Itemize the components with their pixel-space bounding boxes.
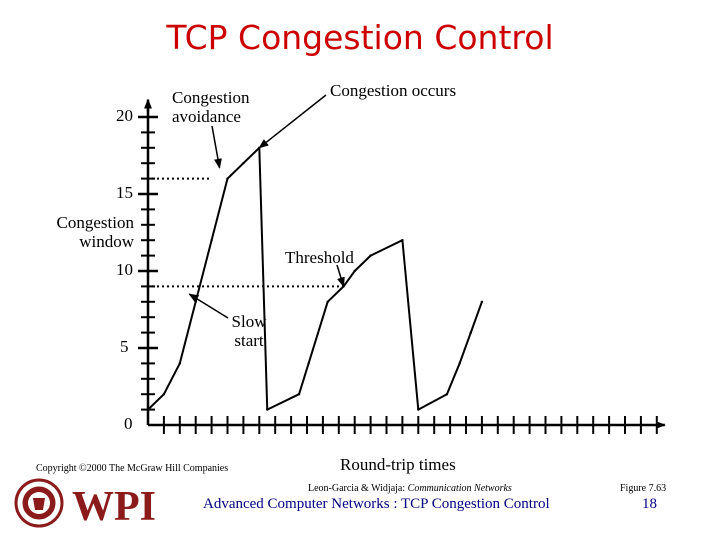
series-segment bbox=[163, 362, 181, 395]
data-point bbox=[297, 393, 301, 396]
series-segment bbox=[370, 239, 403, 257]
slide-title: TCP Congestion Control bbox=[166, 18, 554, 57]
series-segment bbox=[469, 301, 483, 333]
data-point bbox=[458, 362, 461, 365]
annotation-threshold: Threshold bbox=[285, 248, 354, 267]
annotation-congestion-occurs: Congestion occurs bbox=[330, 81, 457, 100]
y-tick-label-15: 15 bbox=[116, 183, 133, 202]
copyright-notice: Copyright ©2000 The McGraw Hill Companie… bbox=[36, 463, 229, 474]
series-segment bbox=[326, 285, 345, 303]
y-tick-label-0: 0 bbox=[124, 414, 133, 433]
series-segment bbox=[226, 162, 245, 180]
annotation-slow-start: Slow start bbox=[231, 312, 267, 350]
series-segment bbox=[258, 147, 269, 410]
annotation-arrow-0 bbox=[258, 94, 327, 149]
data-point bbox=[210, 239, 213, 242]
data-point bbox=[326, 300, 329, 303]
series-segment bbox=[147, 393, 165, 411]
series-segment bbox=[458, 332, 472, 364]
series-segment bbox=[445, 363, 461, 395]
wpi-logo: WPI bbox=[14, 478, 156, 528]
y-axis-label: Congestion window bbox=[56, 213, 134, 251]
figure-reference: Figure 7.63 bbox=[620, 483, 667, 494]
series-segment bbox=[307, 301, 329, 364]
annotation-arrow-1 bbox=[211, 125, 222, 169]
series-segment bbox=[342, 270, 356, 287]
series-segment bbox=[242, 147, 260, 164]
series-segment bbox=[210, 178, 229, 241]
data-point bbox=[480, 300, 484, 303]
y-tick-label-20: 20 bbox=[116, 106, 133, 125]
data-point bbox=[194, 300, 197, 303]
annotation-congestion-avoidance: Congestion avoidance bbox=[172, 88, 250, 126]
data-point bbox=[417, 408, 420, 411]
y-tick-label-10: 10 bbox=[116, 260, 133, 279]
series-segment bbox=[266, 393, 300, 411]
x-axis-label: Round-trip times bbox=[340, 455, 456, 474]
data-point bbox=[369, 254, 372, 257]
data-point bbox=[242, 162, 245, 165]
annotation-arrow-2 bbox=[336, 264, 345, 288]
series-segment bbox=[194, 239, 213, 303]
series-segment bbox=[417, 393, 448, 411]
data-point bbox=[401, 239, 404, 242]
annotation-arrows bbox=[188, 94, 345, 319]
footer-title: Advanced Computer Networks : TCP Congest… bbox=[203, 496, 550, 512]
data-point bbox=[353, 269, 356, 273]
data-point bbox=[178, 362, 181, 365]
data-point bbox=[445, 393, 449, 396]
series-segment bbox=[354, 254, 372, 272]
annotation-arrow-3 bbox=[188, 293, 229, 319]
page-number: 18 bbox=[642, 496, 657, 512]
wpi-logo-text: WPI bbox=[72, 484, 156, 528]
data-point bbox=[307, 362, 310, 365]
source-credit-authors: Leon-Garcia & Widjaja: bbox=[308, 483, 408, 494]
source-credit-book: Communication Networks bbox=[407, 483, 512, 494]
congestion-window-series bbox=[146, 146, 484, 411]
data-point bbox=[162, 393, 166, 396]
data-point bbox=[266, 408, 269, 411]
data-point bbox=[469, 331, 472, 334]
series-segment bbox=[401, 240, 420, 410]
series-segment bbox=[178, 301, 197, 364]
data-point bbox=[226, 177, 229, 180]
source-credit: Leon-Garcia & Widjaja: Communication Net… bbox=[308, 483, 512, 494]
series-segment bbox=[298, 363, 310, 395]
y-tick-label-5: 5 bbox=[120, 337, 129, 356]
threshold-lines bbox=[152, 177, 346, 288]
